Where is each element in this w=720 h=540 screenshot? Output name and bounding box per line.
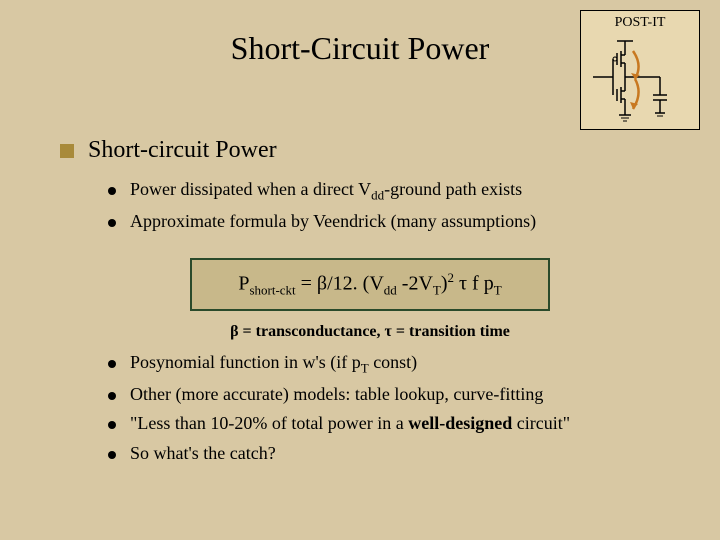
list-item: Power dissipated when a direct Vdd-groun… [108,178,680,204]
formula-note: β = transconductance, τ = transition tim… [60,323,680,341]
list-item: Posynomial function in w's (if pT const) [108,351,680,377]
bullet-text: Approximate formula by Veendrick (many a… [130,210,536,233]
bullet-icon [108,451,116,459]
bottom-bullets: Posynomial function in w's (if pT const)… [60,351,680,466]
bullet-text: So what's the catch? [130,442,276,465]
bullet-icon [108,392,116,400]
slide: POST-IT [0,0,720,540]
heading-row: Short-circuit Power [60,137,680,164]
section-heading: Short-circuit Power [88,137,277,164]
list-item: "Less than 10-20% of total power in a we… [108,412,680,435]
square-bullet-icon [60,144,74,158]
bullet-icon [108,421,116,429]
postit-label: POST-IT [585,15,695,31]
list-item: So what's the catch? [108,442,680,465]
content-area: Short-circuit Power Power dissipated whe… [40,97,680,465]
cmos-circuit-icon [585,35,695,125]
list-item: Other (more accurate) models: table look… [108,383,680,406]
bullet-text: Power dissipated when a direct Vdd-groun… [130,178,522,204]
bullet-icon [108,219,116,227]
postit-box: POST-IT [580,10,700,130]
bullet-icon [108,360,116,368]
bullet-text: Posynomial function in w's (if pT const) [130,351,417,377]
bullet-icon [108,187,116,195]
formula-box: Pshort-ckt = β/12. (Vdd -2VT)2 τ f pT [190,258,550,311]
top-bullets: Power dissipated when a direct Vdd-groun… [60,178,680,234]
list-item: Approximate formula by Veendrick (many a… [108,210,680,233]
bullet-text: Other (more accurate) models: table look… [130,383,543,406]
bullet-text: "Less than 10-20% of total power in a we… [130,412,570,435]
